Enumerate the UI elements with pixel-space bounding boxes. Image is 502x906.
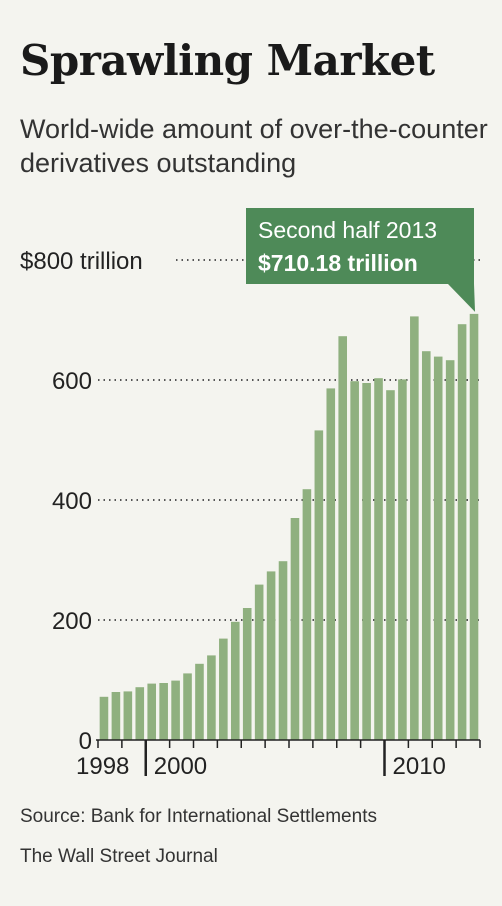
x-tick-label: 2010: [393, 753, 446, 780]
bar: [230, 621, 240, 740]
chart-title: Sprawling Market: [20, 36, 435, 85]
bar: [445, 360, 455, 740]
bar: [338, 336, 348, 740]
bar: [195, 663, 204, 740]
y-tick-label: 400: [52, 488, 92, 515]
bar: [433, 356, 443, 740]
bar: [386, 390, 395, 740]
bar: [135, 687, 145, 740]
bar: [111, 692, 121, 740]
bar: [314, 430, 324, 740]
bar: [171, 680, 180, 740]
bar: [302, 489, 312, 740]
bar: [469, 313, 479, 740]
y-tick-label: 600: [52, 368, 92, 395]
bar: [99, 696, 109, 740]
bar: [350, 381, 359, 740]
x-tick-label: 1998: [76, 753, 129, 780]
bar: [159, 683, 168, 740]
chart-subtitle: World-wide amount of over-the-counter de…: [20, 114, 488, 178]
callout-box: [246, 208, 474, 284]
callout-pointer: [448, 284, 476, 312]
y-tick-label: 200: [52, 608, 92, 635]
bar: [207, 655, 216, 740]
bar: [183, 673, 192, 740]
bar: [410, 316, 419, 740]
callout-period-label: Second half 2013: [258, 217, 437, 243]
x-tick-label: 2000: [154, 753, 207, 780]
bar: [278, 561, 288, 740]
y-tick-label: $800 trillion: [20, 248, 143, 275]
bar: [290, 518, 300, 740]
bar: [219, 638, 228, 740]
bar: [254, 584, 264, 740]
callout-value-label: $710.18 trillion: [258, 250, 418, 276]
source-note: Source: Bank for International Settlemen…: [20, 806, 377, 827]
bar: [362, 383, 371, 740]
bar: [242, 608, 252, 740]
y-tick-label: 0: [79, 728, 92, 755]
publisher-credit: The Wall Street Journal: [20, 846, 218, 867]
bar: [374, 378, 383, 740]
bar: [123, 691, 133, 740]
bar: [457, 324, 467, 740]
bar: [147, 683, 157, 740]
bar: [398, 379, 407, 740]
bar: [266, 571, 276, 740]
bar: [421, 351, 431, 740]
bar: [326, 388, 336, 740]
